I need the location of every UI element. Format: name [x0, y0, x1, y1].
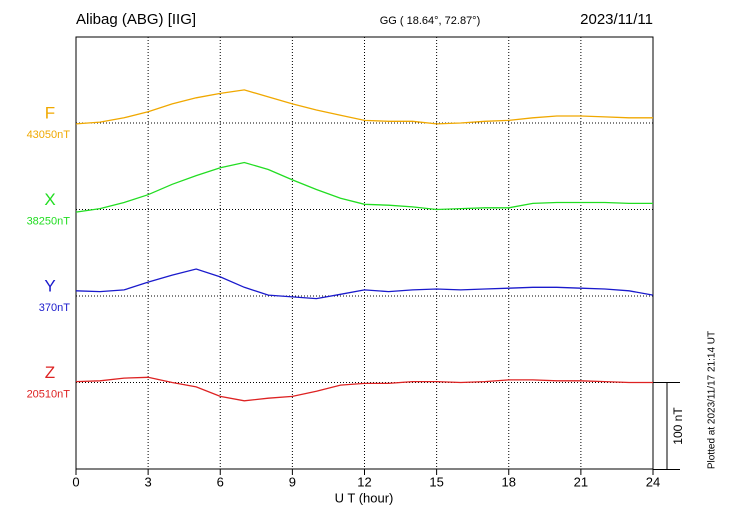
- series-line: [75, 376, 653, 402]
- series-name: Z: [45, 363, 55, 382]
- series-name: F: [45, 103, 55, 122]
- series-line: [75, 161, 653, 213]
- x-tick-label: 6: [217, 474, 224, 489]
- chart-title: Alibag (ABG) [IIG]: [76, 11, 196, 28]
- x-tick-label: 0: [72, 474, 79, 489]
- x-tick-label: 3: [145, 474, 152, 489]
- x-tick-label: 15: [429, 474, 443, 489]
- x-tick-label: 21: [574, 474, 588, 489]
- baseline-label: 43050nT: [27, 129, 71, 141]
- baseline-label: 38250nT: [27, 215, 71, 227]
- x-tick-label: 18: [502, 474, 516, 489]
- scale-bar-label: 100 nT: [671, 407, 685, 445]
- x-tick-label: 24: [646, 474, 660, 489]
- baseline-label: 370nT: [39, 302, 70, 314]
- chart-subtitle: GG ( 18.64°, 72.87°): [380, 15, 481, 27]
- series-line: [75, 89, 653, 125]
- x-tick-label: 9: [289, 474, 296, 489]
- series-name: X: [44, 190, 55, 209]
- footnote: Plotted at 2023/11/17 21:14 UT: [707, 331, 718, 469]
- x-axis-label: U T (hour): [335, 490, 394, 505]
- chart-date: 2023/11/11: [580, 11, 653, 28]
- x-tick-label: 12: [357, 474, 371, 489]
- baseline-label: 20510nT: [27, 388, 71, 400]
- series-line: [75, 268, 654, 300]
- series-name: Y: [44, 276, 55, 295]
